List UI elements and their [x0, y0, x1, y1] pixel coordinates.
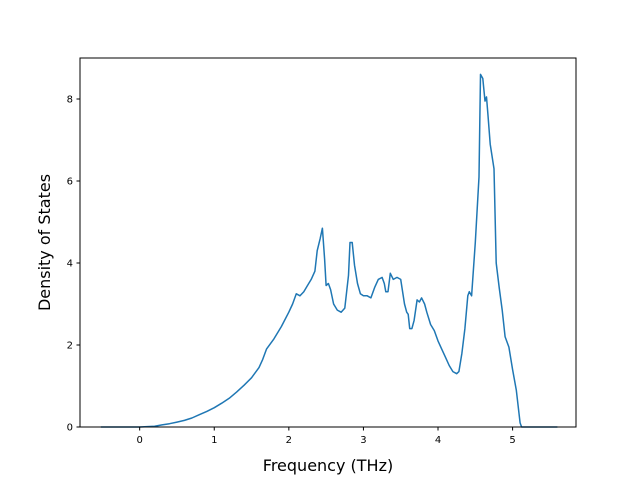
y-axis-title: Density of States	[35, 174, 54, 311]
y-tick-label: 2	[67, 341, 73, 352]
y-tick-label: 6	[67, 177, 73, 188]
x-tick-label: 4	[435, 435, 441, 446]
x-tick-label: 5	[509, 435, 515, 446]
y-tick-label: 8	[67, 95, 73, 106]
tick-layer: 0 1 2 3 4 5 0 2 4 6 8	[67, 95, 516, 447]
x-tick-label: 1	[211, 435, 217, 446]
dos-series-line	[100, 73, 558, 428]
x-tick-label: 0	[136, 435, 142, 446]
x-tick-label: 3	[360, 435, 366, 446]
y-tick-label: 0	[67, 423, 73, 434]
x-tick-label: 2	[286, 435, 292, 446]
y-tick-label: 4	[67, 259, 73, 270]
x-axis-title: Frequency (THz)	[263, 456, 393, 475]
plot-layer	[100, 73, 558, 428]
axes-frame	[79, 57, 577, 428]
